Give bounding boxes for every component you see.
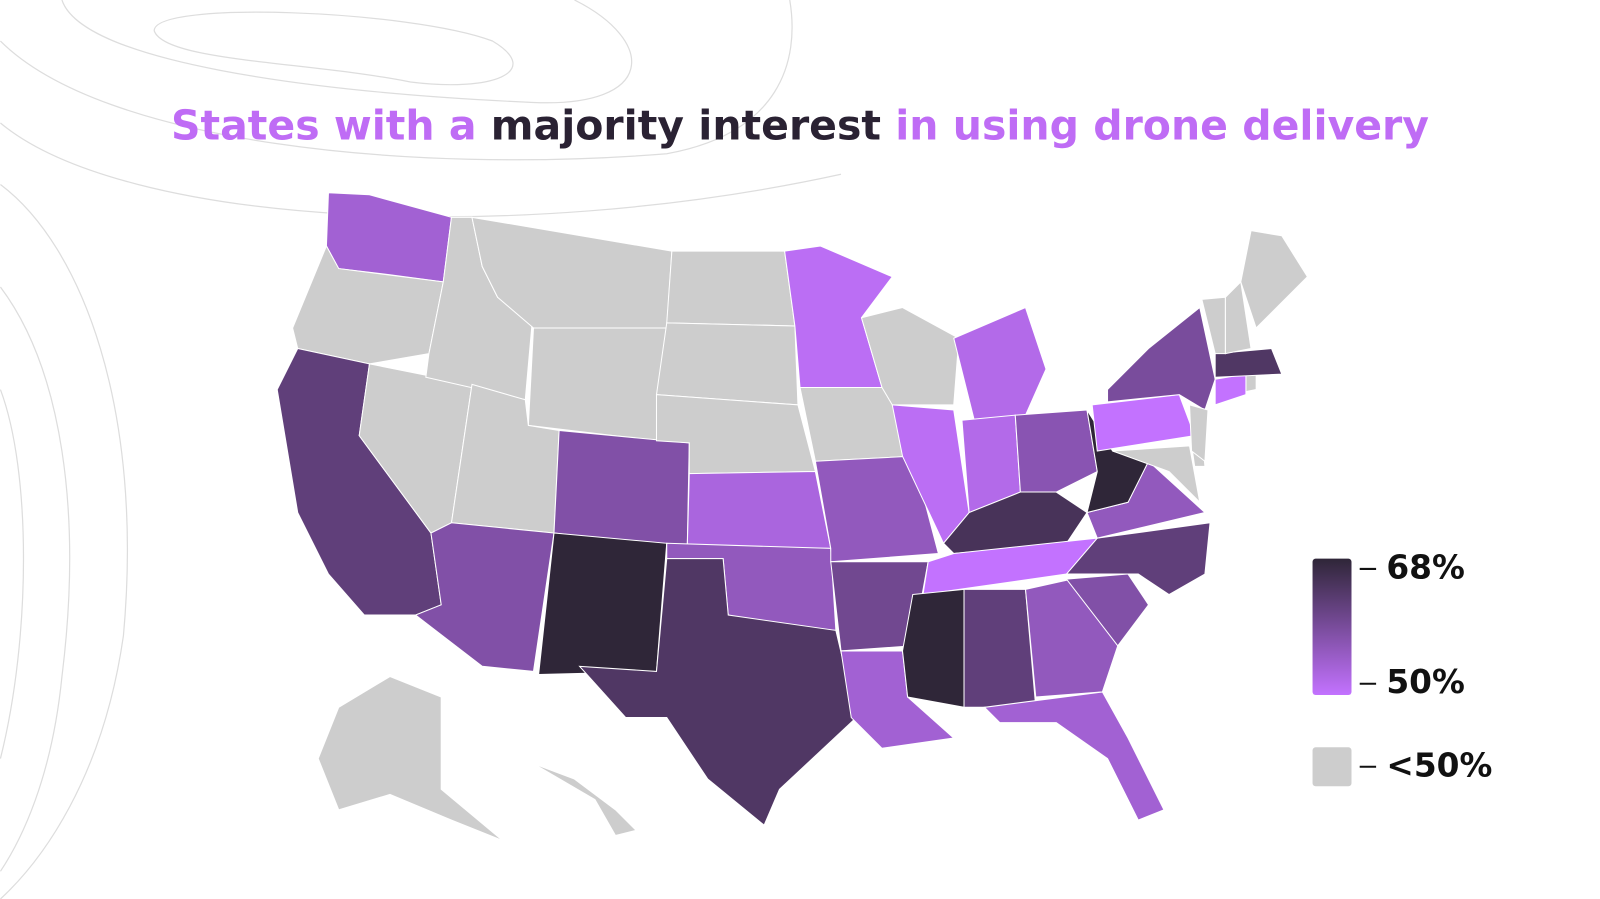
legend: 68% 50% <50%: [1312, 548, 1492, 787]
state: [1065, 573, 1150, 647]
state: [655, 322, 799, 406]
state: [1240, 230, 1309, 329]
state: [1024, 578, 1119, 698]
state: [1214, 373, 1247, 406]
state: [1014, 409, 1098, 493]
legend-gradient: [1312, 558, 1352, 696]
legend-label: 50%: [1386, 663, 1465, 701]
legend-label: 68%: [1386, 548, 1465, 586]
state: [533, 763, 637, 837]
state: [1091, 394, 1196, 452]
state: [1112, 445, 1201, 504]
state: [538, 532, 668, 676]
state: [963, 588, 1037, 708]
state: [1214, 347, 1283, 378]
states: [276, 192, 1309, 842]
state: [1107, 306, 1216, 411]
legend-no-data: [1312, 747, 1352, 787]
state: [414, 522, 555, 672]
legend-label: <50%: [1386, 746, 1492, 784]
state: [666, 250, 796, 327]
state: [325, 192, 453, 283]
state: [1188, 404, 1209, 463]
background-contours: [0, 0, 842, 899]
title-part: in using drone delivery: [881, 101, 1429, 149]
state: [860, 306, 960, 406]
state: [578, 558, 857, 827]
state: [317, 675, 504, 842]
state: [292, 244, 444, 365]
state: [1245, 373, 1257, 393]
state: [953, 306, 1047, 421]
chart-title: States with a majority interest in using…: [171, 101, 1429, 149]
title-part: majority interest: [491, 101, 881, 149]
title-part: States with a: [171, 101, 491, 149]
state: [983, 691, 1165, 821]
state: [553, 429, 690, 549]
state: [814, 455, 940, 563]
state: [527, 327, 668, 442]
state: [901, 588, 965, 708]
state: [686, 471, 832, 549]
state: [1224, 280, 1252, 355]
